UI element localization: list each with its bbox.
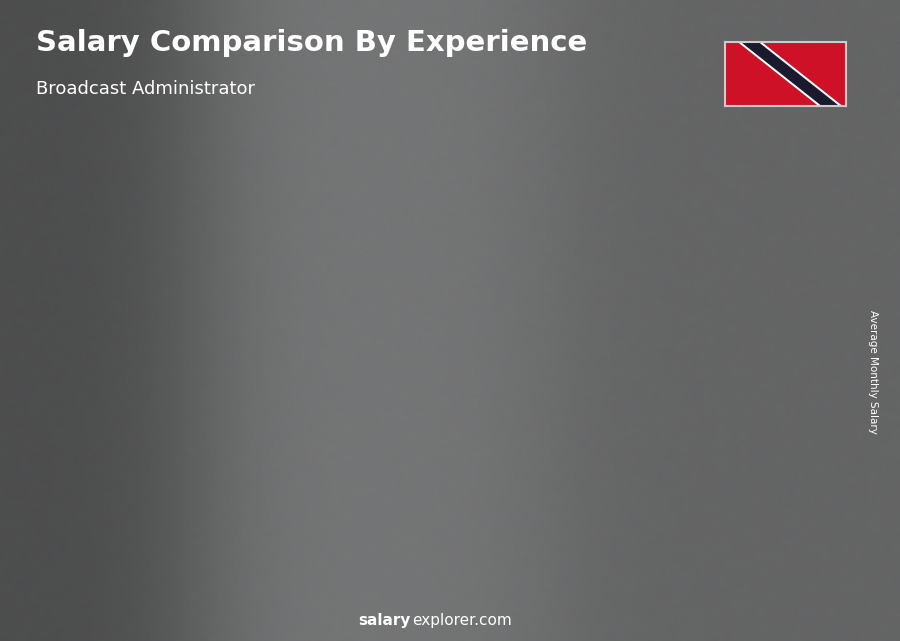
Polygon shape bbox=[443, 346, 531, 354]
Polygon shape bbox=[320, 401, 409, 409]
Polygon shape bbox=[595, 312, 639, 564]
Polygon shape bbox=[565, 312, 595, 564]
Polygon shape bbox=[394, 401, 409, 564]
Polygon shape bbox=[742, 42, 838, 106]
Text: 0 TTD: 0 TTD bbox=[32, 474, 71, 487]
Polygon shape bbox=[717, 273, 761, 564]
Polygon shape bbox=[198, 443, 286, 451]
Text: 10 to 15: 10 to 15 bbox=[454, 579, 519, 593]
Text: +nan%: +nan% bbox=[634, 221, 695, 235]
Text: Broadcast Administrator: Broadcast Administrator bbox=[36, 80, 255, 98]
Polygon shape bbox=[76, 499, 105, 564]
Polygon shape bbox=[272, 443, 286, 564]
Polygon shape bbox=[761, 265, 776, 564]
Text: +nan%: +nan% bbox=[512, 262, 572, 277]
Polygon shape bbox=[688, 265, 776, 273]
Text: Average Monthly Salary: Average Monthly Salary bbox=[868, 310, 878, 434]
Polygon shape bbox=[76, 492, 164, 499]
Text: 15 to 20: 15 to 20 bbox=[577, 579, 642, 593]
Polygon shape bbox=[688, 273, 717, 564]
Text: 20+ Years: 20+ Years bbox=[692, 579, 771, 593]
Text: Salary Comparison By Experience: Salary Comparison By Experience bbox=[36, 29, 587, 57]
Polygon shape bbox=[105, 499, 149, 564]
Polygon shape bbox=[149, 492, 164, 564]
Text: 0 TTD: 0 TTD bbox=[644, 248, 683, 261]
Text: +nan%: +nan% bbox=[390, 306, 450, 321]
Text: salary: salary bbox=[358, 613, 410, 628]
Text: +nan%: +nan% bbox=[267, 364, 328, 379]
Text: < 2 Years: < 2 Years bbox=[83, 579, 158, 593]
Polygon shape bbox=[472, 354, 517, 564]
Text: 0 TTD: 0 TTD bbox=[155, 426, 194, 439]
Polygon shape bbox=[443, 354, 473, 564]
Polygon shape bbox=[350, 409, 394, 564]
Polygon shape bbox=[320, 409, 350, 564]
Text: 0 TTD: 0 TTD bbox=[522, 287, 561, 300]
Text: +nan%: +nan% bbox=[145, 408, 205, 424]
Polygon shape bbox=[228, 451, 272, 564]
Polygon shape bbox=[198, 451, 228, 564]
Polygon shape bbox=[565, 304, 653, 312]
Polygon shape bbox=[517, 346, 531, 564]
Polygon shape bbox=[738, 42, 842, 106]
Text: 5 to 10: 5 to 10 bbox=[338, 579, 392, 593]
Text: 2 to 5: 2 to 5 bbox=[220, 579, 266, 593]
Text: explorer.com: explorer.com bbox=[412, 613, 512, 628]
Text: 0 TTD: 0 TTD bbox=[400, 329, 438, 342]
Polygon shape bbox=[639, 304, 653, 564]
Text: 0 TTD: 0 TTD bbox=[277, 384, 316, 397]
